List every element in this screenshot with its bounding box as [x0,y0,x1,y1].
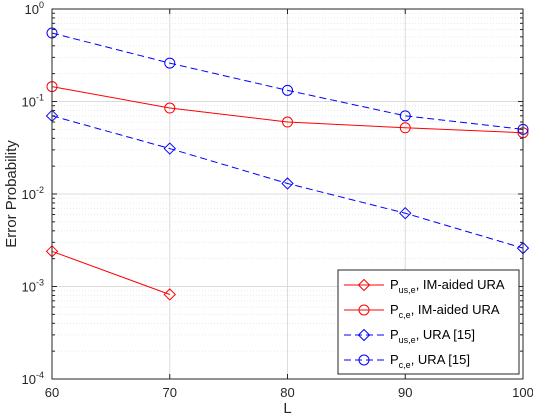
x-tick-label: 90 [398,385,412,400]
x-tick-label: 60 [45,385,59,400]
data-point [163,288,176,301]
series-line [51,32,524,130]
series-line [51,250,170,295]
series-line [51,86,524,134]
legend-item: Pc,e, URA [15] [344,352,470,370]
x-tick-label: 100 [512,385,533,400]
legend: Pus,e, IM-aided URA Pc,e, IM-aided URA Pus… [337,269,520,375]
data-point [282,116,293,128]
x-tick-label: 80 [280,385,294,400]
legend-item: Pc,e, IM-aided URA [344,302,500,320]
series-layer [45,27,530,301]
legend-item: Pus,e, IM-aided URA [344,277,505,295]
y-tick-label: 100 [25,0,44,17]
data-point [164,57,176,69]
legend-marker [358,354,370,366]
x-tick-label: 70 [163,385,177,400]
legend-marker [358,304,370,316]
y-axis-label: Error Probability [3,140,20,248]
data-point [399,122,411,134]
x-axis-label: L [283,400,291,417]
series-0 [45,245,176,301]
y-tick-label: 10-3 [22,278,44,295]
series-line [51,115,524,249]
legend-item: Pus,e, URA [15] [344,327,475,345]
data-point [282,84,293,96]
series-1 [46,81,529,139]
data-point [163,142,176,155]
legend-label: Pus,e, URA [15] [390,327,475,345]
axis-ticks: 60 70 80 90 100 10-4 10-3 10-2 10-1 100 [22,0,533,400]
y-tick-label: 10-4 [22,370,44,387]
legend-label: Pc,e, IM-aided URA [390,302,500,320]
legend-marker [357,278,371,292]
y-tick-label: 10-2 [22,185,44,202]
data-point [399,206,412,220]
data-point [164,102,176,114]
data-point [399,110,411,122]
legend-label: Pc,e, URA [15] [390,352,470,370]
legend-marker [357,328,371,342]
data-point [281,177,294,190]
legend-label: Pus,e, IM-aided URA [390,277,505,295]
y-tick-label: 10-1 [22,93,44,110]
